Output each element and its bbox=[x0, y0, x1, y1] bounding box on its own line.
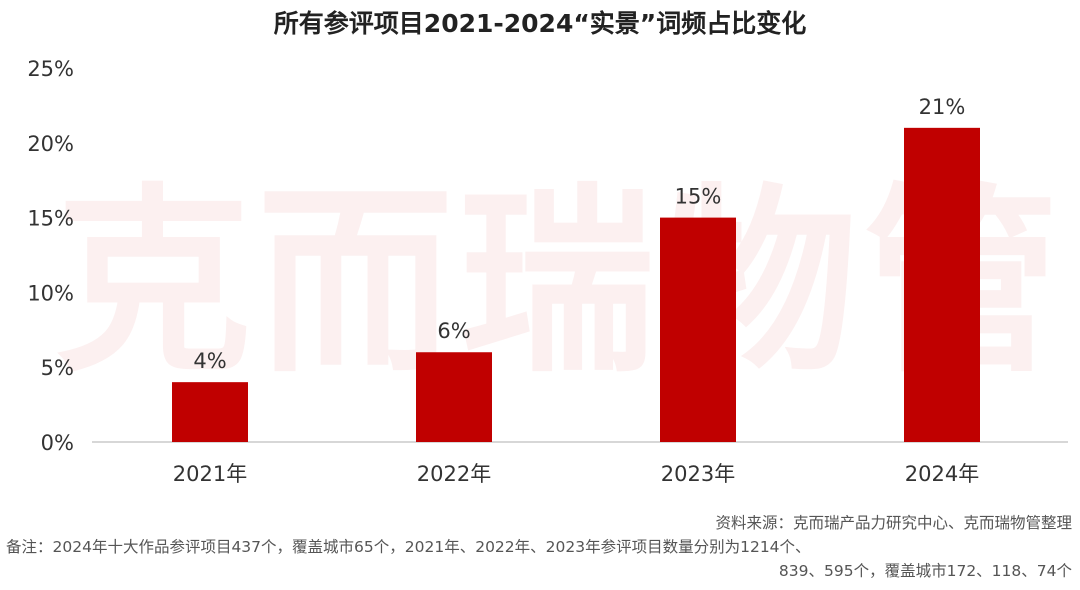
data-label: 21% bbox=[919, 95, 966, 119]
x-axis: 2021年 2022年 2023年 2024年 bbox=[173, 462, 979, 486]
source-note: 资料来源：克而瑞产品力研究中心、克而瑞物管整理 bbox=[715, 514, 1072, 532]
x-tick-label: 2022年 bbox=[417, 462, 491, 486]
remark-note-line-2: 839、595个，覆盖城市172、118、74个 bbox=[778, 562, 1072, 580]
bar-2022年 bbox=[416, 352, 492, 442]
y-tick-label: 20% bbox=[27, 132, 74, 156]
x-tick-label: 2024年 bbox=[905, 462, 979, 486]
data-label: 15% bbox=[675, 185, 722, 209]
chart-notes: 资料来源：克而瑞产品力研究中心、克而瑞物管整理 备注：2024年十大作品参评项目… bbox=[6, 511, 1072, 583]
chart-title: 所有参评项目2021-2024“实景”词频占比变化 bbox=[274, 9, 806, 38]
data-label: 6% bbox=[437, 319, 470, 343]
y-axis: 0% 5% 10% 15% 20% 25% bbox=[27, 57, 74, 455]
bar-2023年 bbox=[660, 217, 736, 442]
y-tick-label: 0% bbox=[41, 431, 74, 455]
bar-2021年 bbox=[172, 382, 248, 442]
data-label: 4% bbox=[193, 349, 226, 373]
y-tick-label: 10% bbox=[27, 281, 74, 305]
remark-note-line-1: 备注：2024年十大作品参评项目437个，覆盖城市65个，2021年、2022年… bbox=[6, 538, 811, 556]
y-tick-label: 25% bbox=[27, 57, 74, 81]
x-tick-label: 2023年 bbox=[661, 462, 735, 486]
x-tick-label: 2021年 bbox=[173, 462, 247, 486]
y-tick-label: 15% bbox=[27, 207, 74, 231]
bars-group: 4% 6% 15% 21% bbox=[172, 95, 980, 442]
bar-2024年 bbox=[904, 127, 980, 442]
y-tick-label: 5% bbox=[41, 356, 74, 380]
watermark-text: 克而瑞物管 bbox=[55, 167, 1065, 400]
